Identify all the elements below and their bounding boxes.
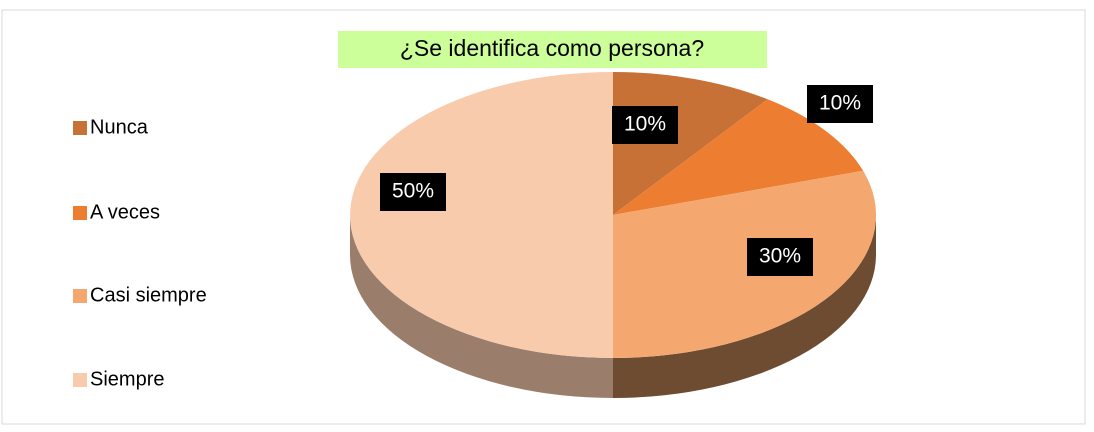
label-box xyxy=(380,173,446,211)
pie-slice xyxy=(613,170,877,358)
legend-label: Nunca xyxy=(90,116,149,138)
data-label: 30% xyxy=(759,245,801,268)
chart-title: ¿Se identifica como persona? xyxy=(400,35,704,61)
data-label: 10% xyxy=(819,92,861,115)
pie-slice xyxy=(613,99,864,215)
pie-slice xyxy=(350,72,613,358)
legend-swatch xyxy=(73,121,87,135)
legend-swatch xyxy=(73,373,87,387)
legend-label: Casi siempre xyxy=(90,284,207,306)
label-box xyxy=(807,85,873,123)
legend-label: A veces xyxy=(90,201,160,223)
data-label: 10% xyxy=(624,113,666,136)
data-label: 50% xyxy=(392,180,434,203)
legend-swatch xyxy=(73,206,87,220)
label-box xyxy=(612,106,678,144)
legend-swatch xyxy=(73,289,87,303)
title-box xyxy=(338,31,767,68)
legend-label: Siempre xyxy=(90,368,164,390)
pie-side xyxy=(613,215,876,398)
label-box xyxy=(747,238,813,276)
pie-side xyxy=(350,215,613,398)
